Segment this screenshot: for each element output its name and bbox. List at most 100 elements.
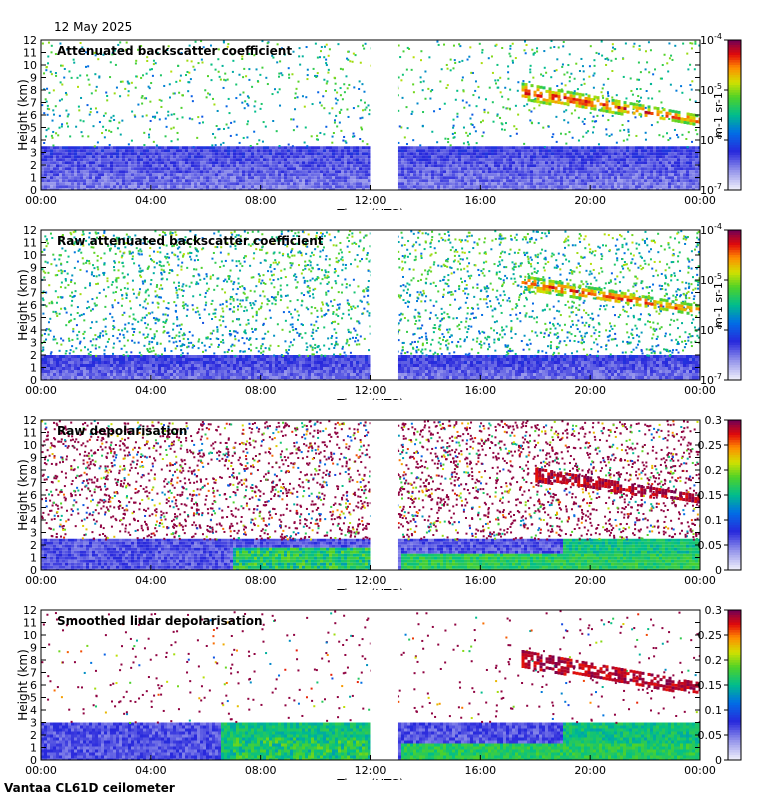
colorbar-tick-label: 0.2 — [705, 654, 723, 667]
y-tick-label: 1 — [30, 172, 37, 185]
y-tick-label: 2 — [30, 729, 37, 742]
data-gap — [370, 40, 398, 190]
y-tick-label: 1 — [30, 552, 37, 565]
y-tick-label: 4 — [30, 134, 37, 147]
x-tick-label: 16:00 — [464, 764, 496, 777]
x-tick-label: 20:00 — [574, 194, 606, 207]
x-tick-label: 16:00 — [464, 574, 496, 587]
y-tick-label: 11 — [23, 617, 37, 630]
chart-svg-1: Attenuated backscatter coefficient012345… — [16, 32, 742, 210]
colorbar: 0 0.05 0.1 0.15 0.2 0.25 0.3 — [698, 604, 742, 767]
y-tick-label: 4 — [30, 324, 37, 337]
y-tick-label: 1 — [30, 742, 37, 755]
y-tick-label: 0 — [30, 754, 37, 767]
colorbar-units: m-1 sr-1 — [712, 92, 725, 138]
x-tick-label: 12:00 — [355, 764, 387, 777]
y-tick-label: 12 — [23, 604, 37, 617]
y-tick-label: 9 — [30, 452, 37, 465]
panel-title: Raw depolarisation — [57, 424, 187, 438]
panel-title: Smoothed lidar depolarisation — [57, 614, 263, 628]
y-tick-label: 5 — [30, 692, 37, 705]
y-axis-label: Height (km) — [16, 269, 30, 340]
colorbar-tick-label: 0 — [715, 564, 722, 577]
y-tick-label: 1 — [30, 362, 37, 375]
instrument-label: Vantaa CL61D ceilometer — [4, 781, 175, 795]
y-tick-label: 8 — [30, 464, 37, 477]
chart-panel-1: Attenuated backscatter coefficient 0 1 2 3 4 5… — [0, 20, 780, 210]
y-tick-label: 10 — [23, 249, 37, 262]
x-tick-label: 04:00 — [135, 764, 167, 777]
y-tick-label: 0 — [30, 184, 37, 197]
colorbar: 10-710-610-510-4m-1 sr-1 — [700, 222, 742, 387]
colorbar-tick-label: 10-7 — [700, 182, 722, 197]
y-tick-label: 6 — [30, 489, 37, 502]
heatmap-field — [41, 230, 700, 380]
colorbar-tick-label: 0.3 — [705, 604, 723, 617]
panel-title: Raw attenuated backscatter coefficient — [57, 234, 324, 248]
x-tick-label: 04:00 — [135, 574, 167, 587]
y-tick-label: 9 — [30, 642, 37, 655]
x-tick-label: 08:00 — [245, 764, 277, 777]
chart-panel-2: Raw attenuated backscatter coefficient 0 1… — [0, 210, 780, 400]
y-axis-label: Height (km) — [16, 79, 30, 150]
x-tick-label: 20:00 — [574, 764, 606, 777]
y-tick-label: 9 — [30, 262, 37, 275]
x-tick-label: 08:00 — [245, 384, 277, 397]
chart-panel-4: Smoothed lidar depolarisation 0 1 2 3 4 5 6 7 8 9 1… — [0, 590, 780, 780]
x-tick-label: 12:00 — [355, 194, 387, 207]
y-tick-label: 3 — [30, 717, 37, 730]
heatmap-field — [41, 40, 700, 190]
x-tick-label: 04:00 — [135, 194, 167, 207]
x-tick-label: 00:00 — [25, 764, 57, 777]
y-tick-label: 7 — [30, 287, 37, 300]
y-tick-label: 11 — [23, 237, 37, 250]
y-tick-label: 11 — [23, 47, 37, 60]
x-tick-label: 12:00 — [355, 574, 387, 587]
y-tick-label: 12 — [23, 414, 37, 427]
y-tick-label: 7 — [30, 97, 37, 110]
x-axis-label: Time (UTC) — [336, 587, 403, 590]
x-tick-label: 08:00 — [245, 574, 277, 587]
colorbar: 10-710-610-510-4m-1 sr-1 — [700, 32, 742, 197]
y-tick-label: 0 — [30, 374, 37, 387]
panel-title: Attenuated backscatter coefficient — [57, 44, 292, 58]
x-tick-label: 16:00 — [464, 194, 496, 207]
y-tick-label: 2 — [30, 349, 37, 362]
x-tick-label: 20:00 — [574, 384, 606, 397]
y-tick-label: 8 — [30, 274, 37, 287]
date-label: 12 May 2025 — [54, 20, 133, 34]
colorbar-tick-label: 10-4 — [700, 222, 722, 237]
colorbar-tick-label: 0.25 — [698, 629, 723, 642]
y-tick-label: 11 — [23, 427, 37, 440]
y-tick-label: 3 — [30, 337, 37, 350]
data-gap — [370, 230, 398, 380]
heatmap-field — [41, 610, 700, 760]
x-tick-label: 00:00 — [25, 194, 57, 207]
y-tick-label: 4 — [30, 514, 37, 527]
y-tick-label: 8 — [30, 654, 37, 667]
chart-svg-4: Smoothed lidar depolarisation01234567891… — [16, 604, 742, 780]
y-tick-label: 5 — [30, 312, 37, 325]
y-tick-label: 4 — [30, 704, 37, 717]
colorbar: 0 0.05 0.1 0.15 0.2 0.25 0.3 — [698, 414, 742, 577]
x-tick-label: 04:00 — [135, 384, 167, 397]
x-tick-label: 00:00 — [684, 384, 716, 397]
colorbar-tick-label: 0.15 — [698, 679, 723, 692]
x-tick-label: 00:00 — [25, 384, 57, 397]
y-tick-label: 5 — [30, 122, 37, 135]
y-tick-label: 10 — [23, 439, 37, 452]
y-tick-label: 10 — [23, 59, 37, 72]
y-tick-label: 2 — [30, 539, 37, 552]
x-tick-label: 00:00 — [25, 574, 57, 587]
x-tick-label: 00:00 — [684, 764, 716, 777]
y-tick-label: 0 — [30, 564, 37, 577]
colorbar-tick-label: 0.2 — [705, 464, 723, 477]
chart-svg-2: Raw attenuated backscatter coefficient01… — [16, 222, 742, 400]
y-tick-label: 6 — [30, 679, 37, 692]
colorbar-tick-label: 0.15 — [698, 489, 723, 502]
y-tick-label: 2 — [30, 159, 37, 172]
y-tick-label: 6 — [30, 109, 37, 122]
colorbar-tick-label: 0.05 — [698, 729, 723, 742]
y-tick-label: 3 — [30, 527, 37, 540]
